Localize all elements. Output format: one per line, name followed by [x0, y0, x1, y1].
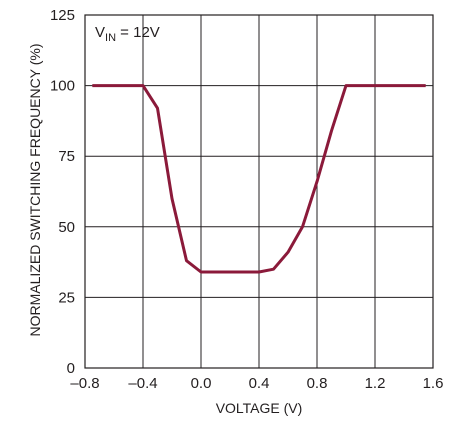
- grid-lines: [85, 15, 433, 368]
- tick-labels: –0.8 –0.4 0.0 0.4 0.8 1.2 1.6 0 25 50 75 100 125: [50, 7, 443, 392]
- x-tick-label: 1.6: [423, 375, 444, 392]
- series-line: [92, 84, 426, 274]
- x-tick-label: 0.4: [249, 375, 270, 392]
- x-tick-label: 1.2: [365, 375, 386, 392]
- y-tick-label: 25: [58, 289, 75, 306]
- y-tick-label: 0: [67, 360, 75, 377]
- y-axis-title: NORMALIZED SWITCHING FREQUENCY (%): [27, 44, 43, 337]
- y-tick-label: 75: [58, 148, 75, 165]
- x-tick-label: –0.4: [128, 375, 157, 392]
- x-tick-label: 0.8: [307, 375, 328, 392]
- x-axis-title: VOLTAGE (V): [216, 400, 303, 416]
- y-tick-label: 100: [50, 78, 75, 95]
- vin-annotation: VIN = 12V: [95, 24, 160, 44]
- y-tick-label: 50: [58, 219, 75, 236]
- plot-frame: [84, 14, 434, 369]
- x-tick-label: –0.8: [70, 375, 99, 392]
- x-tick-label: 0.0: [191, 375, 212, 392]
- y-tick-label: 125: [50, 7, 75, 24]
